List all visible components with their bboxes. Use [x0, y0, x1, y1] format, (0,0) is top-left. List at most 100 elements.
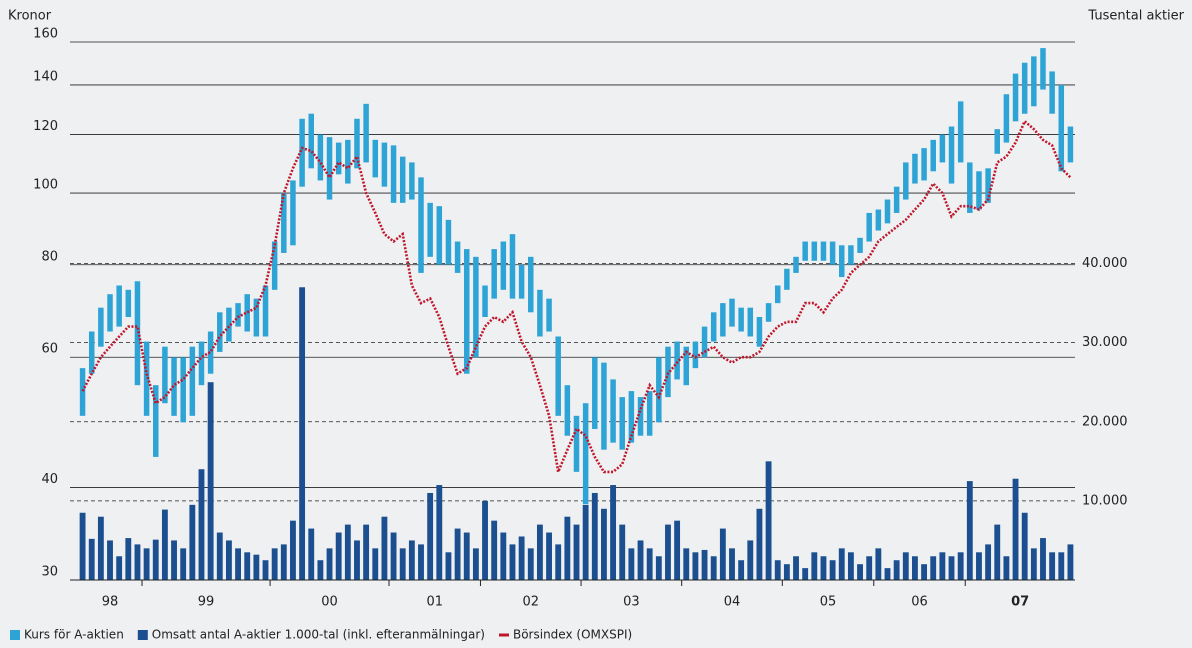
- price-range-bar: [619, 397, 625, 450]
- price-range-bar: [226, 307, 232, 342]
- volume-bar: [774, 560, 781, 580]
- volume-bar: [619, 524, 626, 580]
- volume-bar: [88, 538, 95, 580]
- volume-bar: [509, 544, 516, 580]
- volume-bar: [344, 524, 351, 580]
- price-range-bar: [372, 139, 379, 178]
- price-range-bar: [253, 298, 260, 337]
- volume-bar: [802, 568, 809, 580]
- price-range-bar: [1040, 48, 1046, 90]
- price-range-bar: [427, 202, 433, 257]
- volume-bar: [976, 552, 982, 580]
- y-tick-label: 40: [41, 472, 58, 487]
- volume-bar: [518, 536, 525, 580]
- price-range-bar: [98, 307, 104, 347]
- volume-bar: [198, 469, 205, 580]
- volume-bar: [363, 524, 370, 580]
- volume-bar: [655, 556, 662, 580]
- volume-bar: [591, 492, 598, 580]
- price-range-bar: [784, 268, 790, 290]
- price-range-bar: [436, 206, 443, 265]
- volume-bar: [335, 532, 342, 580]
- volume-bar: [536, 524, 543, 580]
- price-range-bar: [747, 307, 754, 337]
- volume-bar: [390, 532, 397, 580]
- volume-bar: [1003, 556, 1010, 580]
- volume-bar: [1067, 544, 1074, 580]
- price-range-bar: [912, 153, 918, 184]
- volume-bar: [436, 485, 443, 580]
- y2-tick-label: 20.000: [1082, 414, 1128, 429]
- price-range-bar: [884, 199, 891, 224]
- volume-bar: [491, 520, 498, 580]
- volume-bar: [637, 540, 644, 580]
- price-range-bar: [802, 241, 808, 261]
- volume-bar: [719, 528, 726, 580]
- volume-bar: [216, 532, 223, 580]
- x-tick-label: 05: [820, 595, 837, 610]
- volume-bar: [500, 532, 507, 580]
- price-range-bar: [610, 379, 616, 443]
- price-range-bar: [482, 285, 488, 318]
- price-range-bar: [473, 256, 479, 358]
- price-range-bar: [592, 357, 598, 429]
- price-range-bar: [88, 331, 95, 374]
- volume-bar: [161, 509, 168, 580]
- volume-bar: [79, 512, 86, 580]
- volume-bar: [381, 516, 388, 580]
- price-range-bar: [281, 193, 287, 253]
- x-tick-label: 00: [321, 595, 338, 610]
- volume-bar: [884, 568, 891, 580]
- x-tick-label: 02: [522, 595, 539, 610]
- volume-bar: [253, 554, 260, 580]
- y-tick-label: 160: [33, 27, 58, 42]
- volume-bar: [280, 544, 287, 580]
- price-range-bar: [235, 303, 241, 327]
- price-range-bar: [125, 289, 132, 318]
- price-range-bar: [793, 256, 799, 273]
- volume-bar: [1021, 512, 1028, 580]
- price-range-bar: [217, 312, 223, 352]
- price-range-bar: [107, 294, 113, 332]
- price-range-bar: [582, 403, 589, 505]
- price-range-bar: [116, 285, 122, 327]
- price-range-bar: [317, 134, 324, 181]
- volume-bar: [582, 504, 589, 580]
- price-range-bar: [409, 162, 415, 200]
- price-range-bar: [957, 101, 964, 163]
- price-range-bar: [564, 385, 571, 436]
- volume-bar: [427, 492, 434, 580]
- volume-bar: [738, 560, 745, 580]
- legend-label: Börsindex (OMXSPI): [513, 628, 632, 642]
- volume-bar: [1040, 538, 1046, 580]
- price-range-bar: [143, 341, 150, 416]
- volume-bar: [189, 504, 196, 580]
- volume-bar: [601, 508, 607, 580]
- price-range-bar: [1012, 73, 1019, 122]
- volume-bar: [765, 461, 772, 580]
- volume-bar: [107, 540, 113, 580]
- x-tick-label: 07: [1011, 595, 1029, 610]
- volume-bar: [875, 548, 882, 580]
- volume-bar: [646, 548, 653, 580]
- volume-bar: [683, 548, 690, 580]
- volume-bar: [628, 548, 635, 580]
- volume-bar: [957, 552, 964, 580]
- volume-bar: [994, 524, 1001, 580]
- volume-bar: [171, 540, 177, 580]
- y-axis-title: Kronor: [8, 9, 52, 24]
- volume-bar: [527, 548, 534, 580]
- price-range-bar: [820, 241, 827, 261]
- price-range-bar: [418, 177, 424, 273]
- price-range-bar: [637, 397, 644, 436]
- price-range-bar: [299, 118, 305, 187]
- price-range-bar: [198, 341, 205, 386]
- x-tick-label: 04: [724, 595, 741, 610]
- y2-tick-label: 40.000: [1082, 256, 1128, 271]
- volume-bar: [902, 552, 909, 580]
- volume-bar: [729, 548, 735, 580]
- volume-bar: [912, 556, 918, 580]
- price-range-bar: [720, 303, 726, 337]
- price-range-bar: [839, 245, 845, 278]
- volume-bar: [152, 539, 159, 580]
